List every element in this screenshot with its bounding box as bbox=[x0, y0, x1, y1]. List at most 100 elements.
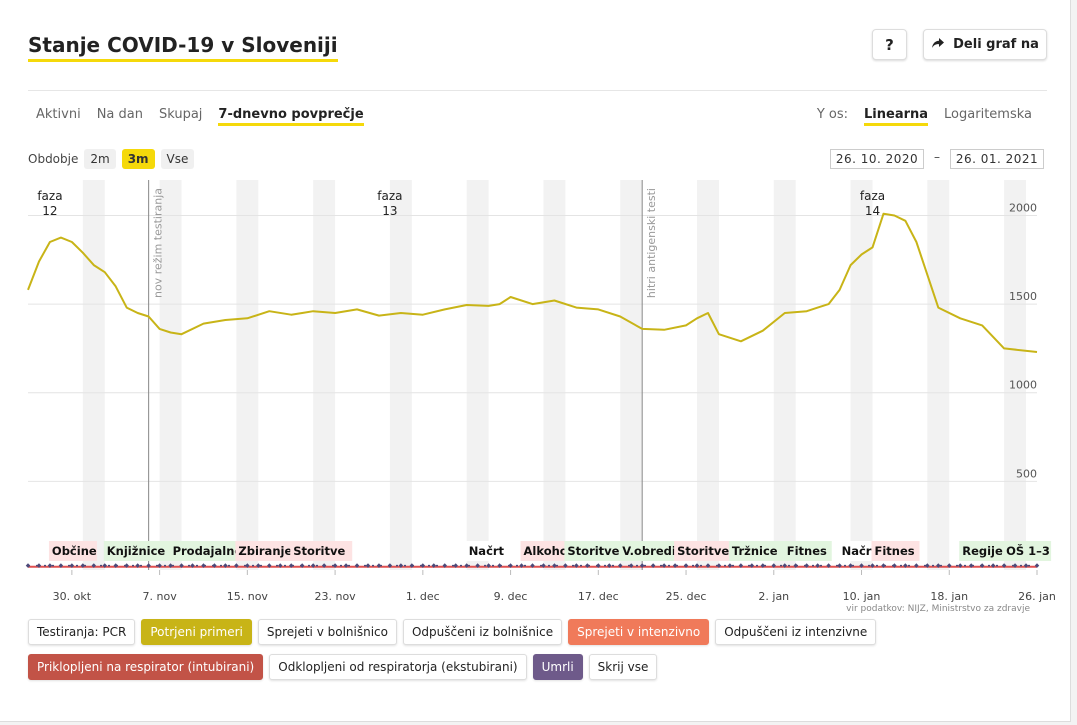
deaths-point bbox=[727, 563, 733, 568]
weekend-band bbox=[543, 180, 566, 570]
page-title: Stanje COVID-19 v Sloveniji bbox=[28, 32, 338, 62]
phase-label: faza bbox=[377, 189, 402, 203]
event-label: V.obredi bbox=[622, 544, 676, 558]
event-bg bbox=[674, 541, 737, 561]
tab-7-dnevno-povprecje[interactable]: 7-dnevno povprečje bbox=[218, 107, 364, 126]
deaths-point bbox=[596, 563, 601, 568]
y-tick-label: 2000 bbox=[1009, 201, 1037, 214]
weekend-band bbox=[466, 180, 489, 570]
event-marker: Alkohol bbox=[520, 541, 576, 561]
weekend-band bbox=[389, 180, 412, 570]
phase-number: 14 bbox=[865, 204, 880, 218]
deaths-point bbox=[672, 563, 678, 568]
share-button[interactable]: Deli graf na bbox=[923, 29, 1047, 60]
x-tick-label: 15. nov bbox=[227, 590, 269, 603]
event-marker: Storitve bbox=[674, 541, 737, 561]
deaths-point bbox=[793, 563, 798, 568]
legend-item-7[interactable]: Odklopljeni od respiratorja (ekstubirani… bbox=[269, 654, 527, 680]
deaths-point bbox=[563, 563, 568, 568]
deaths-point bbox=[936, 563, 941, 568]
weekend-band bbox=[697, 180, 719, 570]
event-bg bbox=[783, 541, 832, 561]
deaths-point bbox=[552, 563, 557, 568]
legend-item-1[interactable]: Potrjeni primeri bbox=[141, 619, 252, 645]
event-bg bbox=[619, 541, 682, 561]
weekend-band bbox=[1004, 180, 1027, 570]
divider bbox=[28, 90, 1047, 91]
x-tick-label: 17. dec bbox=[578, 590, 619, 603]
deaths-point bbox=[91, 563, 97, 568]
event-label: Storitve bbox=[677, 544, 729, 558]
event-marker: OŠ 1–3 bbox=[1003, 541, 1052, 561]
deaths-point bbox=[716, 563, 722, 568]
x-tick-label: 25. dec bbox=[666, 590, 707, 603]
annotation-label: nov režim testiranja bbox=[152, 188, 165, 298]
share-label: Deli graf na bbox=[953, 37, 1039, 52]
deaths-point bbox=[903, 563, 908, 568]
deaths-point bbox=[628, 563, 634, 568]
event-label: Alkohol bbox=[524, 544, 572, 558]
date-to-input[interactable]: 26. 01. 2021 bbox=[950, 149, 1044, 169]
date-from-input[interactable]: 26. 10. 2020 bbox=[830, 149, 924, 169]
deaths-point bbox=[607, 563, 612, 568]
period-3m-button[interactable]: 3m bbox=[121, 149, 155, 169]
deaths-point bbox=[661, 563, 667, 568]
y-tick-label: 1000 bbox=[1009, 379, 1037, 392]
event-label: Storitve bbox=[567, 544, 619, 558]
x-tick-label: 1. dec bbox=[406, 590, 440, 603]
deaths-point bbox=[1012, 563, 1018, 568]
deaths-point bbox=[705, 563, 711, 568]
legend-item-2[interactable]: Sprejeti v bolnišnico bbox=[257, 619, 397, 645]
deaths-point bbox=[804, 563, 809, 568]
phase-label: faza bbox=[37, 189, 62, 203]
event-bg bbox=[169, 541, 246, 561]
legend-item-0[interactable]: Testiranja: PCR bbox=[28, 619, 136, 645]
period-all-button[interactable]: Vse bbox=[160, 149, 195, 169]
tab-skupaj[interactable]: Skupaj bbox=[158, 107, 203, 122]
event-marker: Prodajalne bbox=[169, 541, 246, 561]
period-selector: Obdobje 2m 3m Vse bbox=[28, 149, 195, 169]
deaths-point bbox=[914, 563, 919, 568]
legend-item-3[interactable]: Odpuščeni iz bolnišnice bbox=[402, 619, 563, 645]
x-tick-label: 23. nov bbox=[314, 590, 356, 603]
period-label: Obdobje bbox=[28, 152, 79, 166]
legend-item-5[interactable]: Odpuščeni iz intenzivne bbox=[715, 619, 877, 645]
event-marker: Storitve bbox=[290, 541, 353, 561]
deaths-point bbox=[36, 563, 42, 568]
deaths-point bbox=[157, 563, 162, 568]
event-label: Regije bbox=[962, 544, 1003, 558]
legend-item-6[interactable]: Priklopljeni na respirator (intubirani) bbox=[28, 654, 264, 680]
tab-aktivni[interactable]: Aktivni bbox=[36, 107, 81, 122]
legend-item-4[interactable]: Sprejeti v intenzivno bbox=[568, 619, 710, 645]
event-bg bbox=[838, 541, 880, 561]
deaths-point bbox=[58, 563, 64, 568]
period-2m-button[interactable]: 2m bbox=[84, 149, 116, 169]
deaths-point bbox=[1023, 563, 1029, 568]
y-axis-selector: Y os: Linearna Logaritemska bbox=[817, 107, 1032, 126]
deaths-point bbox=[957, 563, 963, 568]
event-marker: Načrt bbox=[465, 541, 507, 561]
weekend-band bbox=[850, 180, 873, 570]
deaths-point bbox=[541, 563, 546, 568]
deaths-point bbox=[990, 563, 996, 568]
deaths-point bbox=[102, 563, 108, 568]
legend-item-8[interactable]: Umrli bbox=[532, 654, 583, 680]
tab-na-dan[interactable]: Na dan bbox=[96, 107, 143, 122]
deaths-point bbox=[749, 563, 755, 568]
deaths-point bbox=[376, 563, 382, 568]
legend-item-9[interactable]: Skrij vse bbox=[588, 654, 658, 680]
y-axis-linear-option[interactable]: Linearna bbox=[864, 107, 929, 126]
weekend-band bbox=[927, 180, 950, 570]
deaths-point bbox=[968, 563, 974, 568]
y-axis-log-option[interactable]: Logaritemska bbox=[944, 107, 1032, 122]
phase-label: faza bbox=[860, 189, 885, 203]
event-marker: Knjižnice bbox=[103, 541, 173, 561]
deaths-point bbox=[234, 563, 239, 568]
event-marker: V.obredi bbox=[619, 541, 682, 561]
deaths-point bbox=[223, 563, 228, 568]
help-button[interactable]: ? bbox=[872, 29, 907, 60]
deaths-point bbox=[530, 563, 535, 568]
deaths-point bbox=[332, 563, 338, 568]
event-label: Zbiranje bbox=[238, 544, 292, 558]
event-bg bbox=[728, 541, 784, 561]
